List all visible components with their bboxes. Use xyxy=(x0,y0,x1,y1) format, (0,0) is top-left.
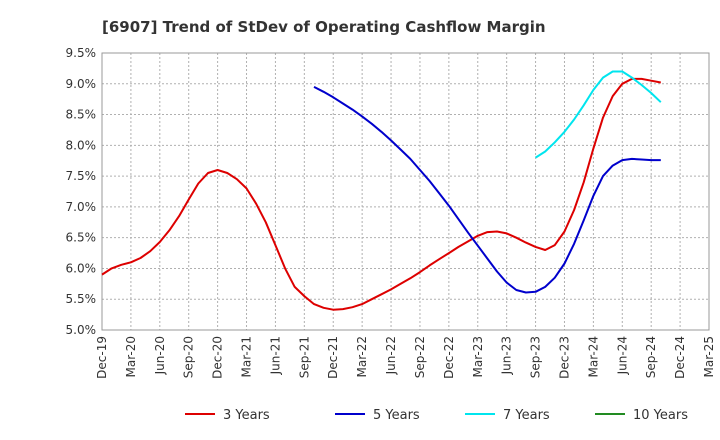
x-axis-ticks: Dec-19 Mar-20 Jun-20 Sep-20 Dec-20 Mar-21 Jun-… xyxy=(95,336,716,379)
y-tick-label: 6.0% xyxy=(66,261,97,275)
x-tick-label: Sep-21 xyxy=(297,336,311,378)
x-tick-label: Jun-22 xyxy=(384,336,398,375)
legend-label: 3 Years xyxy=(223,408,270,423)
y-tick-label: 8.0% xyxy=(66,138,97,152)
legend: 3 Years 5 Years 7 Years 10 Years xyxy=(185,408,688,423)
y-tick-label: 5.0% xyxy=(66,323,97,337)
x-tick-label: Mar-22 xyxy=(355,336,369,377)
x-tick-label: Dec-23 xyxy=(557,336,571,379)
x-tick-label: Dec-19 xyxy=(95,336,109,379)
x-tick-label: Mar-25 xyxy=(702,336,716,377)
x-tick-label: Mar-23 xyxy=(471,336,485,377)
x-tick-label: Mar-20 xyxy=(124,336,138,377)
x-tick-label: Dec-24 xyxy=(673,336,687,379)
y-tick-label: 9.0% xyxy=(66,77,97,91)
y-tick-label: 9.5% xyxy=(66,46,97,60)
y-tick-label: 7.5% xyxy=(66,169,97,183)
series-line-5-years xyxy=(313,86,661,294)
series-lines xyxy=(101,70,662,311)
x-tick-label: Mar-21 xyxy=(240,336,254,377)
x-tick-label: Sep-23 xyxy=(529,336,543,378)
x-tick-label: Jun-21 xyxy=(268,336,282,375)
y-tick-label: 7.0% xyxy=(66,200,97,214)
x-tick-label: Sep-22 xyxy=(413,336,427,378)
y-axis-ticks: 5.0% 5.5% 6.0% 6.5% 7.0% 7.5% 8.0% 8.5% 9.0% 9.5% xyxy=(66,46,97,337)
x-tick-label: Jun-23 xyxy=(500,336,514,375)
y-tick-label: 6.5% xyxy=(66,231,97,245)
y-tick-label: 5.5% xyxy=(66,292,97,306)
y-tick-label: 8.5% xyxy=(66,108,97,122)
legend-label: 10 Years xyxy=(633,408,688,423)
x-tick-label: Jun-20 xyxy=(153,336,167,375)
series-line-3-years xyxy=(101,77,661,311)
x-tick-label: Dec-20 xyxy=(211,336,225,379)
x-tick-label: Sep-24 xyxy=(644,336,658,378)
series-line-7-years xyxy=(535,70,662,159)
x-tick-label: Sep-20 xyxy=(182,336,196,378)
x-tick-label: Mar-24 xyxy=(586,336,600,377)
x-tick-label: Jun-24 xyxy=(615,336,629,375)
x-tick-label: Dec-21 xyxy=(326,336,340,379)
legend-label: 5 Years xyxy=(373,408,420,423)
legend-label: 7 Years xyxy=(503,408,550,423)
x-tick-label: Dec-22 xyxy=(442,336,456,379)
chart-title: [6907] Trend of StDev of Operating Cashf… xyxy=(102,18,546,36)
plot-frame xyxy=(101,52,710,331)
